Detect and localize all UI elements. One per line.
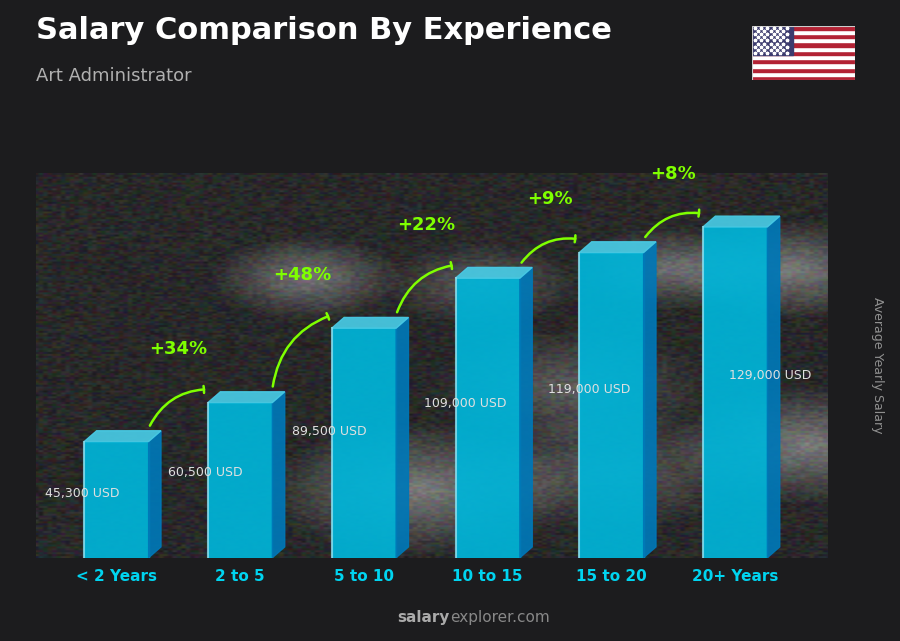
- Text: Average Yearly Salary: Average Yearly Salary: [871, 297, 884, 433]
- Polygon shape: [644, 242, 656, 558]
- Polygon shape: [148, 431, 161, 558]
- Text: +8%: +8%: [651, 165, 697, 183]
- Polygon shape: [85, 442, 148, 558]
- Polygon shape: [703, 216, 779, 227]
- Text: Salary Comparison By Experience: Salary Comparison By Experience: [36, 16, 612, 45]
- Text: +34%: +34%: [149, 340, 207, 358]
- Polygon shape: [768, 216, 779, 558]
- Bar: [752, 47, 855, 51]
- Bar: [752, 26, 793, 55]
- Text: Art Administrator: Art Administrator: [36, 67, 192, 85]
- Polygon shape: [396, 317, 409, 558]
- Text: +48%: +48%: [273, 266, 331, 284]
- Bar: [752, 38, 855, 42]
- Text: 129,000 USD: 129,000 USD: [729, 369, 811, 382]
- Polygon shape: [520, 267, 532, 558]
- Bar: [752, 55, 855, 59]
- Bar: [752, 30, 855, 34]
- Polygon shape: [455, 267, 532, 278]
- Polygon shape: [332, 328, 396, 558]
- Polygon shape: [703, 227, 768, 558]
- Polygon shape: [455, 278, 520, 558]
- Text: salary: salary: [398, 610, 450, 625]
- Text: +9%: +9%: [526, 190, 572, 208]
- Bar: [752, 72, 855, 76]
- Text: 109,000 USD: 109,000 USD: [424, 397, 507, 410]
- Bar: [752, 51, 855, 55]
- Bar: [752, 67, 855, 72]
- Polygon shape: [85, 431, 161, 442]
- Text: +22%: +22%: [397, 216, 454, 234]
- Text: 60,500 USD: 60,500 USD: [168, 466, 243, 479]
- Polygon shape: [273, 392, 284, 558]
- Bar: [752, 59, 855, 63]
- Polygon shape: [208, 392, 284, 403]
- Bar: [752, 76, 855, 80]
- Text: explorer.com: explorer.com: [450, 610, 550, 625]
- Polygon shape: [580, 253, 644, 558]
- Polygon shape: [332, 317, 409, 328]
- Text: 119,000 USD: 119,000 USD: [548, 383, 630, 396]
- Polygon shape: [208, 403, 273, 558]
- Text: 89,500 USD: 89,500 USD: [292, 425, 366, 438]
- Bar: [752, 42, 855, 47]
- Bar: [752, 34, 855, 38]
- Polygon shape: [580, 242, 656, 253]
- Bar: [752, 26, 855, 30]
- Bar: [752, 63, 855, 67]
- Text: 45,300 USD: 45,300 USD: [44, 487, 119, 500]
